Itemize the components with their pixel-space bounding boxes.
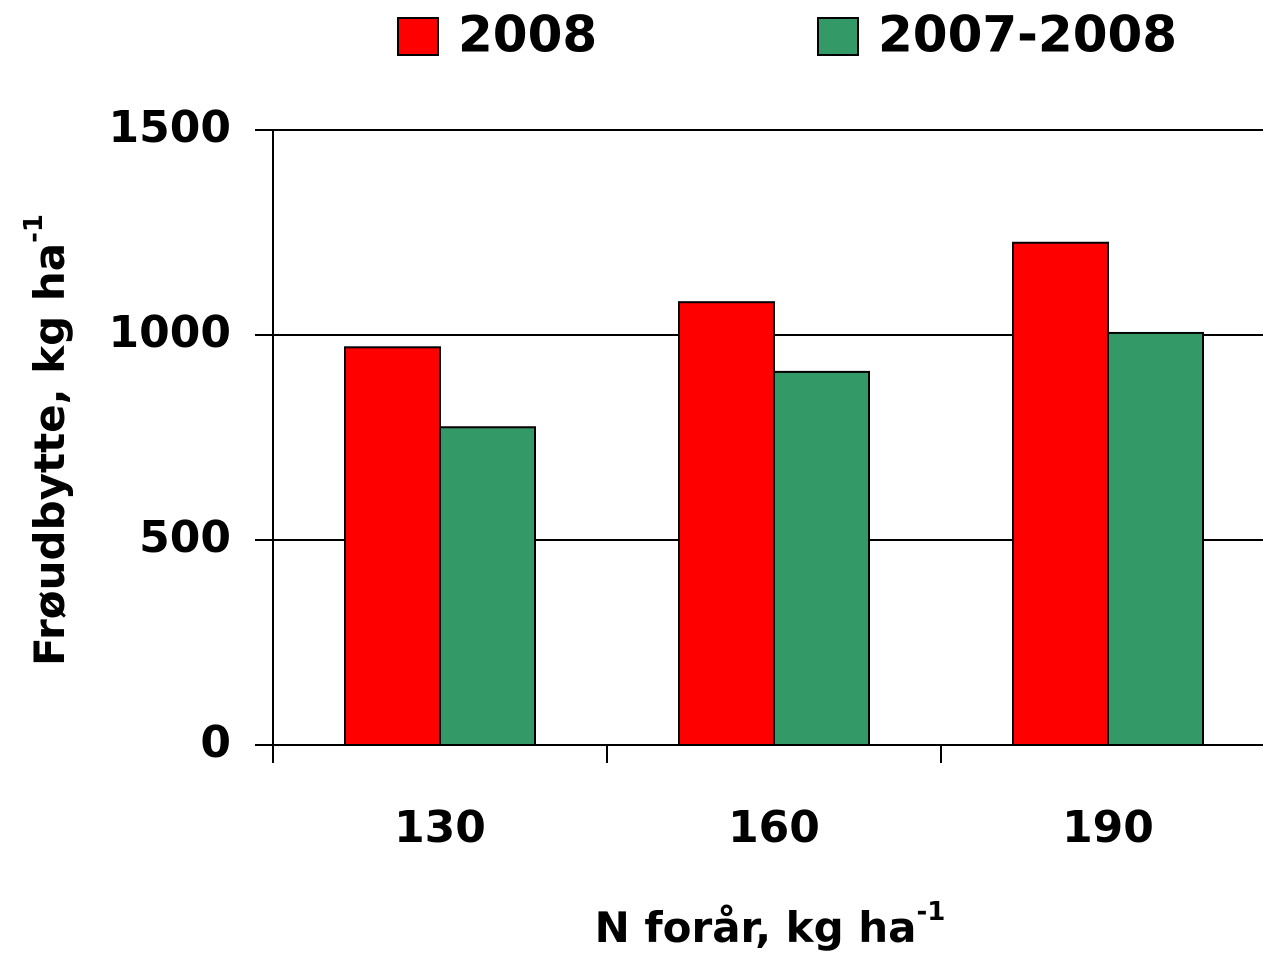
x-tick-label: 130 xyxy=(394,802,486,853)
y-tick-label: 1000 xyxy=(109,307,231,358)
bar xyxy=(344,346,441,746)
y-axis-title-superscript: -1 xyxy=(19,214,49,243)
y-tick-label: 1500 xyxy=(109,102,231,153)
legend-swatch xyxy=(397,17,439,56)
bar xyxy=(439,426,536,746)
y-tick-label: 0 xyxy=(200,717,231,768)
x-axis-title-text: N forår, kg ha xyxy=(595,903,917,952)
bar xyxy=(678,301,775,746)
legend-label: 2008 xyxy=(458,6,597,64)
bar xyxy=(1012,241,1109,746)
x-tick-label: 190 xyxy=(1062,802,1154,853)
bar xyxy=(1107,331,1204,746)
y-tick-label: 500 xyxy=(139,512,231,563)
x-tick-label: 160 xyxy=(728,802,820,853)
bar xyxy=(773,370,870,746)
legend-label: 2007-2008 xyxy=(878,6,1177,64)
legend-swatch xyxy=(817,17,859,56)
x-axis-title-superscript: -1 xyxy=(917,897,946,927)
y-axis-title: Frøudbytte, kg ha-1 xyxy=(19,214,74,666)
x-axis-title: N forår, kg ha-1 xyxy=(595,897,946,952)
y-axis-title-text: Frøudbytte, kg ha xyxy=(25,243,74,666)
